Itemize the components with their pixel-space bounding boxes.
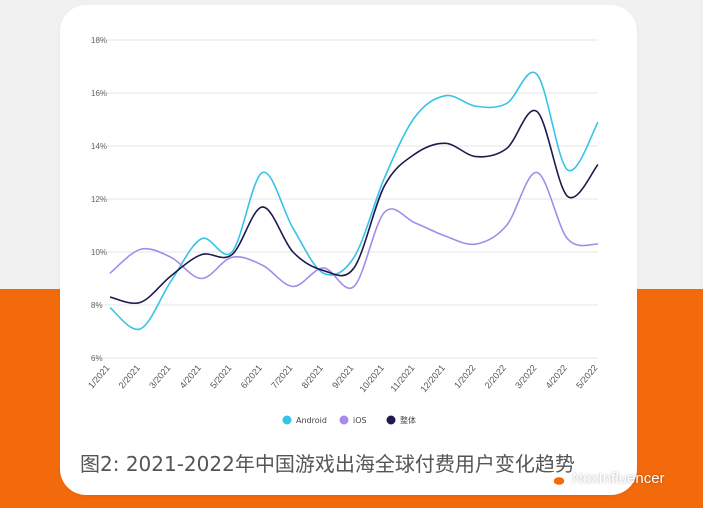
x-tick-label: 2/2022 [483,363,508,391]
legend-marker [339,415,349,425]
series-line-整体 [109,109,599,304]
x-tick-label: 7/2021 [269,363,294,391]
y-tick-label: 6% [91,354,103,363]
x-tick-label: 9/2021 [330,363,355,391]
x-tick-label: 3/2022 [513,363,538,391]
watermark-text: NoxInfluencer [572,470,665,487]
legend-label: 整体 [400,415,416,425]
x-tick-label: 10/2021 [357,363,386,394]
x-tick-label: 4/2022 [544,363,569,391]
x-tick-label: 8/2021 [300,363,325,391]
y-tick-label: 12% [91,195,107,204]
x-tick-label: 12/2021 [418,363,447,394]
legend-marker [282,415,292,425]
x-tick-label: 5/2021 [208,363,233,391]
chart-caption: 图2: 2021-2022年中国游戏出海全球付费用户变化趋势 [80,452,575,476]
legend-label: Android [296,416,327,425]
legend-label: iOS [353,416,367,425]
series-lines [109,71,599,331]
watermark: NoxInfluencer [546,470,665,487]
series-line-iOS [109,171,599,290]
x-tick-label: 5/2022 [574,363,599,391]
series-line-Android [109,71,599,331]
x-tick-label: 2/2021 [117,363,142,391]
x-tick-label: 1/2022 [452,363,477,391]
y-tick-label: 10% [91,248,107,257]
x-tick-label: 6/2021 [239,363,264,391]
y-tick-label: 8% [91,301,103,310]
x-tick-label: 4/2021 [178,363,203,391]
legend-marker [386,415,396,425]
x-axis-ticks: 1/2021 2/2021 3/2021 4/2021 5/2021 6/2021 7/20… [86,363,599,394]
y-axis-ticks: 6% 8% 10% 12% 14% 16% 18% [91,36,107,363]
y-tick-label: 14% [91,142,107,151]
gridlines [90,39,598,359]
x-tick-label: 11/2021 [388,363,416,394]
x-tick-label: 1/2021 [86,363,111,391]
y-tick-label: 16% [91,89,107,98]
legend: Android iOS 整体 [282,415,416,425]
y-tick-label: 18% [91,36,107,45]
x-tick-label: 3/2021 [147,363,172,391]
wechat-icon [546,471,566,486]
